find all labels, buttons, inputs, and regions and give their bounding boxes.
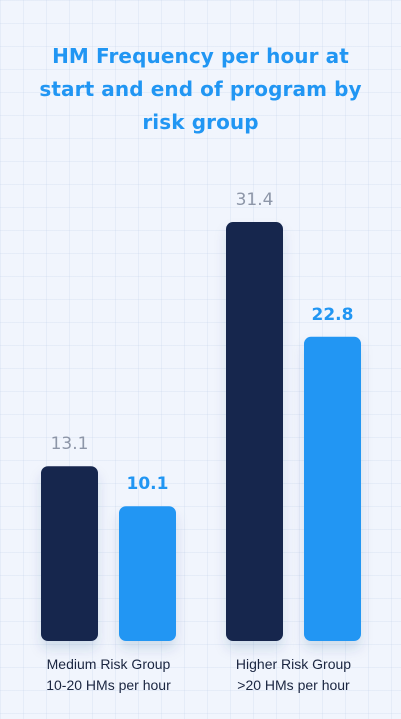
bar-medium-risk-end xyxy=(119,506,176,641)
category-label-line: Medium Risk Group xyxy=(46,656,171,672)
value-label-higher-risk-end: 22.8 xyxy=(312,305,354,325)
bar-higher-risk-start xyxy=(226,222,283,642)
category-label-line: >20 HMs per hour xyxy=(237,677,350,693)
category-label-higher-risk: Higher Risk Group >20 HMs per hour xyxy=(219,654,369,696)
value-label-higher-risk-start: 31.4 xyxy=(236,190,274,210)
category-label-line: Higher Risk Group xyxy=(235,656,352,672)
value-label-medium-risk-end: 10.1 xyxy=(127,474,169,494)
category-label-line: 10-20 HMs per hour xyxy=(46,677,171,693)
category-label-medium-risk: Medium Risk Group 10-20 HMs per hour xyxy=(34,654,184,696)
bar-higher-risk-end xyxy=(304,336,361,641)
chart-title: HM Frequency per hour at start and end o… xyxy=(39,44,362,134)
bar-medium-risk-start xyxy=(41,466,98,641)
value-label-medium-risk-start: 13.1 xyxy=(51,434,89,454)
